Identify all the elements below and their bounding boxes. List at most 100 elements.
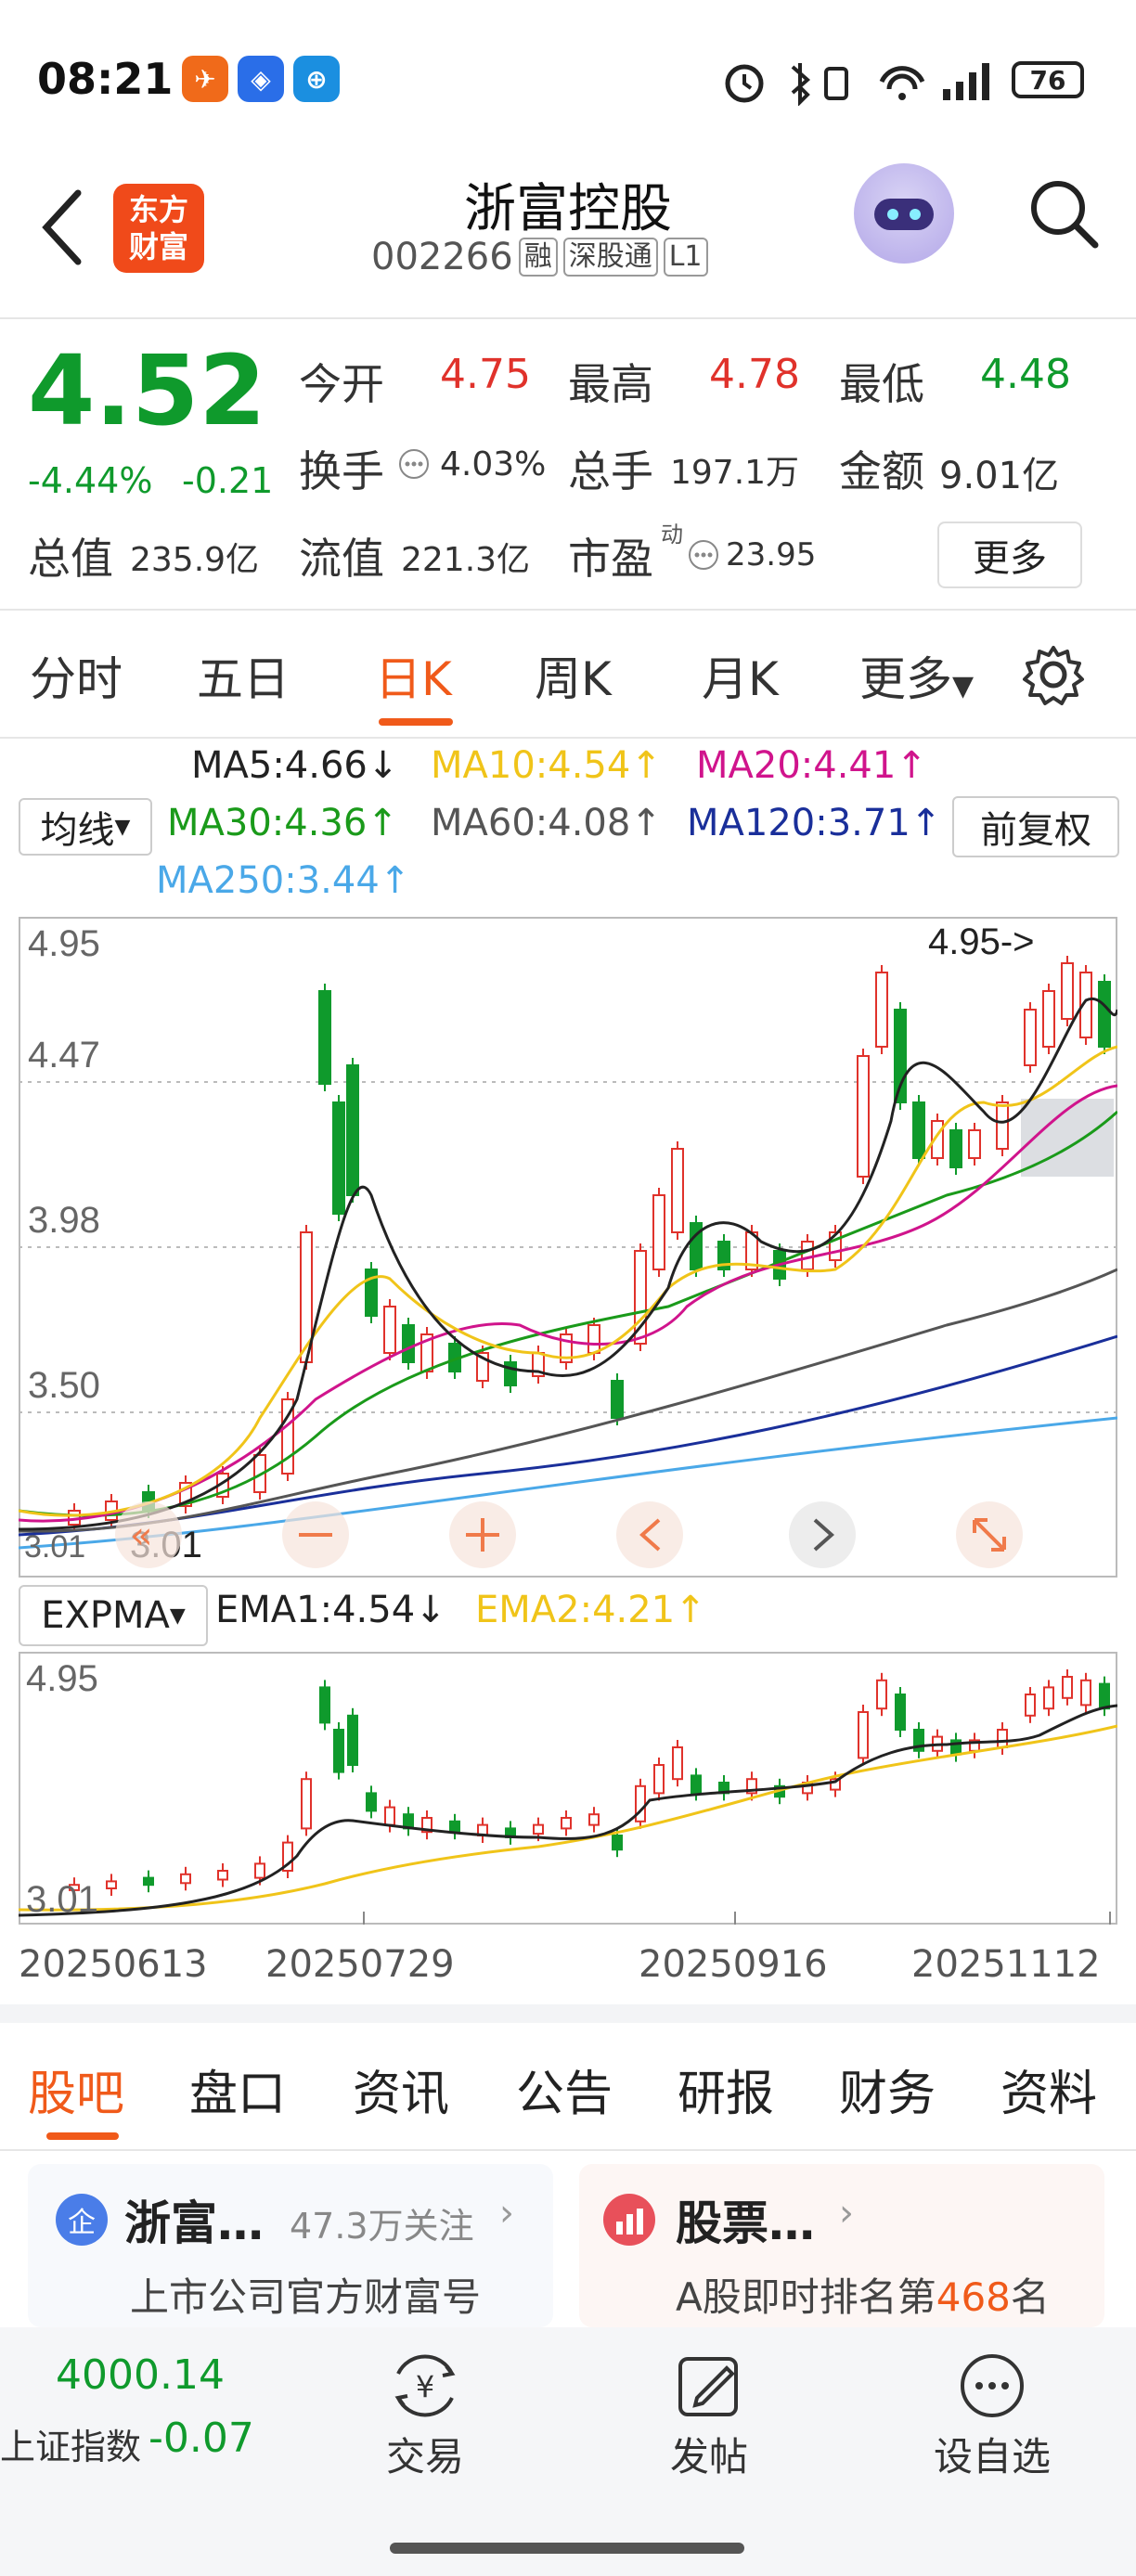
- candle-body: [318, 990, 331, 1085]
- logo-line-1: 东方: [128, 192, 188, 227]
- candle-body: [634, 1250, 647, 1345]
- tab-announcements[interactable]: 公告: [516, 2067, 613, 2122]
- more-dots-icon: [961, 2354, 1024, 2417]
- tab-more[interactable]: 更多▼: [859, 642, 974, 709]
- more-quote-button[interactable]: 更多: [937, 522, 1082, 588]
- turnover-value: 4.03%: [440, 445, 547, 483]
- candle-body: [1062, 1676, 1073, 1699]
- candle-body: [611, 1380, 624, 1419]
- info-dots-icon[interactable]: [687, 538, 720, 572]
- tab-research[interactable]: 研报: [678, 2067, 775, 2122]
- rewind-control[interactable]: «: [115, 1501, 182, 1568]
- candle-body: [1024, 1009, 1037, 1066]
- add-watchlist-label: 设自选: [933, 2434, 1051, 2479]
- change-percent: -4.44%: [28, 460, 153, 501]
- price-adjust-button[interactable]: 前复权: [952, 796, 1119, 857]
- low-value: 4.48: [980, 351, 1071, 398]
- candle-body: [1099, 1682, 1110, 1710]
- yuan-exchange-icon: ¥: [394, 2354, 456, 2417]
- candle-body: [949, 1129, 962, 1168]
- candle-body: [690, 1222, 703, 1270]
- search-icon[interactable]: [1026, 176, 1101, 251]
- add-watchlist-button[interactable]: 设自选: [923, 2346, 1062, 2482]
- candlestick-chart[interactable]: 4.95 4.47 3.98 3.50 4.95-> 3.01 3.01 «: [19, 917, 1117, 1578]
- ma20-line: [19, 1084, 1117, 1523]
- expma-y-top: 4.95: [26, 1658, 98, 1699]
- shield-notification-icon: ◈: [238, 56, 284, 102]
- candle-body: [801, 1241, 814, 1270]
- ma-select-dropdown[interactable]: 均线 ▼: [19, 798, 152, 856]
- y-label-bottom: 3.01: [24, 1529, 85, 1565]
- enterprise-badge-icon: 企: [56, 2194, 108, 2246]
- tab-profile[interactable]: 资料: [1000, 2067, 1098, 2122]
- candle-body: [913, 1729, 924, 1752]
- zoom-out-control[interactable]: [282, 1501, 349, 1568]
- tab-financials[interactable]: 财务: [839, 2067, 936, 2122]
- candle-body: [746, 1778, 757, 1795]
- back-arrow-icon[interactable]: [35, 186, 91, 269]
- company-card-title: 浙富…: [124, 2196, 264, 2250]
- assistant-avatar[interactable]: [854, 163, 954, 264]
- high-label: 最高: [568, 359, 653, 409]
- candle-body: [449, 1820, 460, 1834]
- ranking-suffix: 名: [1010, 2274, 1050, 2320]
- x-date-2: 20250729: [265, 1943, 455, 1986]
- tab-orderbook[interactable]: 盘口: [189, 2067, 287, 2122]
- expma-chart[interactable]: 4.95 3.01: [19, 1652, 1117, 1925]
- ranking-card-subtitle: A股即时排名第468名: [676, 2266, 1050, 2323]
- candle-body: [1025, 1694, 1036, 1717]
- candle-body: [830, 1778, 841, 1791]
- tab-forum[interactable]: 股吧: [28, 2067, 125, 2122]
- tab-five-day[interactable]: 五日: [197, 652, 290, 706]
- post-button[interactable]: 发帖: [653, 2346, 765, 2482]
- next-control[interactable]: [789, 1501, 856, 1568]
- chevron-down-icon: ▼: [169, 1604, 186, 1628]
- expma-y-bottom: 3.01: [26, 1879, 98, 1920]
- company-follow-count: 47.3万关注: [290, 2206, 474, 2247]
- tab-weekly-k[interactable]: 周K: [535, 652, 612, 706]
- expand-icon: [973, 1518, 1006, 1552]
- status-bar: 08:21 ✈ ◈ ⊕ 76: [0, 0, 1136, 148]
- company-account-card[interactable]: 企 浙富… 47.3万关注 › 上市公司官方财富号: [28, 2164, 553, 2327]
- svg-text:¥: ¥: [416, 2369, 434, 2404]
- candle-body: [319, 1686, 330, 1724]
- candle-body: [346, 1064, 359, 1196]
- candle-body: [180, 1873, 191, 1885]
- logo-line-2: 财富: [128, 229, 188, 264]
- chart-badge-icon: [603, 2194, 655, 2246]
- candle-body: [912, 1101, 925, 1159]
- high-marker: 4.95->: [928, 921, 1035, 962]
- tab-intraday[interactable]: 分时: [30, 652, 123, 706]
- plus-icon: [466, 1518, 499, 1552]
- gear-icon[interactable]: [1021, 642, 1086, 707]
- candle-body: [1079, 972, 1092, 1038]
- tab-monthly-k[interactable]: 月K: [702, 652, 779, 706]
- candle-body: [588, 1813, 600, 1826]
- fullscreen-control[interactable]: [956, 1501, 1023, 1568]
- ma30-label: MA30:4.36↑: [167, 802, 398, 844]
- candle-body: [653, 1764, 665, 1795]
- home-indicator[interactable]: [390, 2543, 744, 2554]
- candle-body: [895, 1694, 906, 1731]
- ranking-card[interactable]: 股票… › A股即时排名第468名: [579, 2164, 1104, 2327]
- info-dots-icon[interactable]: [397, 447, 431, 481]
- index-name[interactable]: 上证指数: [0, 2427, 142, 2467]
- candle-body: [996, 1101, 1009, 1150]
- index-change[interactable]: -0.07: [148, 2415, 254, 2462]
- candle-body: [691, 1774, 702, 1795]
- pe-superscript: 动: [661, 522, 683, 547]
- indicator-select-dropdown[interactable]: EXPMA ▼: [19, 1585, 208, 1646]
- prev-control[interactable]: [616, 1501, 683, 1568]
- ma5-label: MA5:4.66↓: [191, 744, 399, 787]
- candle-body: [587, 1324, 600, 1354]
- tab-daily-k[interactable]: 日K: [375, 652, 452, 706]
- trade-button[interactable]: ¥ 交易: [369, 2346, 481, 2482]
- ma20-label: MA20:4.41↑: [696, 744, 927, 787]
- candle-body: [968, 1129, 981, 1159]
- index-value[interactable]: 4000.14: [56, 2351, 225, 2399]
- mktcap-label: 总值: [28, 534, 113, 584]
- ma250-label: MA250:3.44↑: [156, 859, 411, 902]
- chevron-right-icon: [813, 1518, 835, 1552]
- tab-news[interactable]: 资讯: [353, 2067, 450, 2122]
- zoom-in-control[interactable]: [449, 1501, 516, 1568]
